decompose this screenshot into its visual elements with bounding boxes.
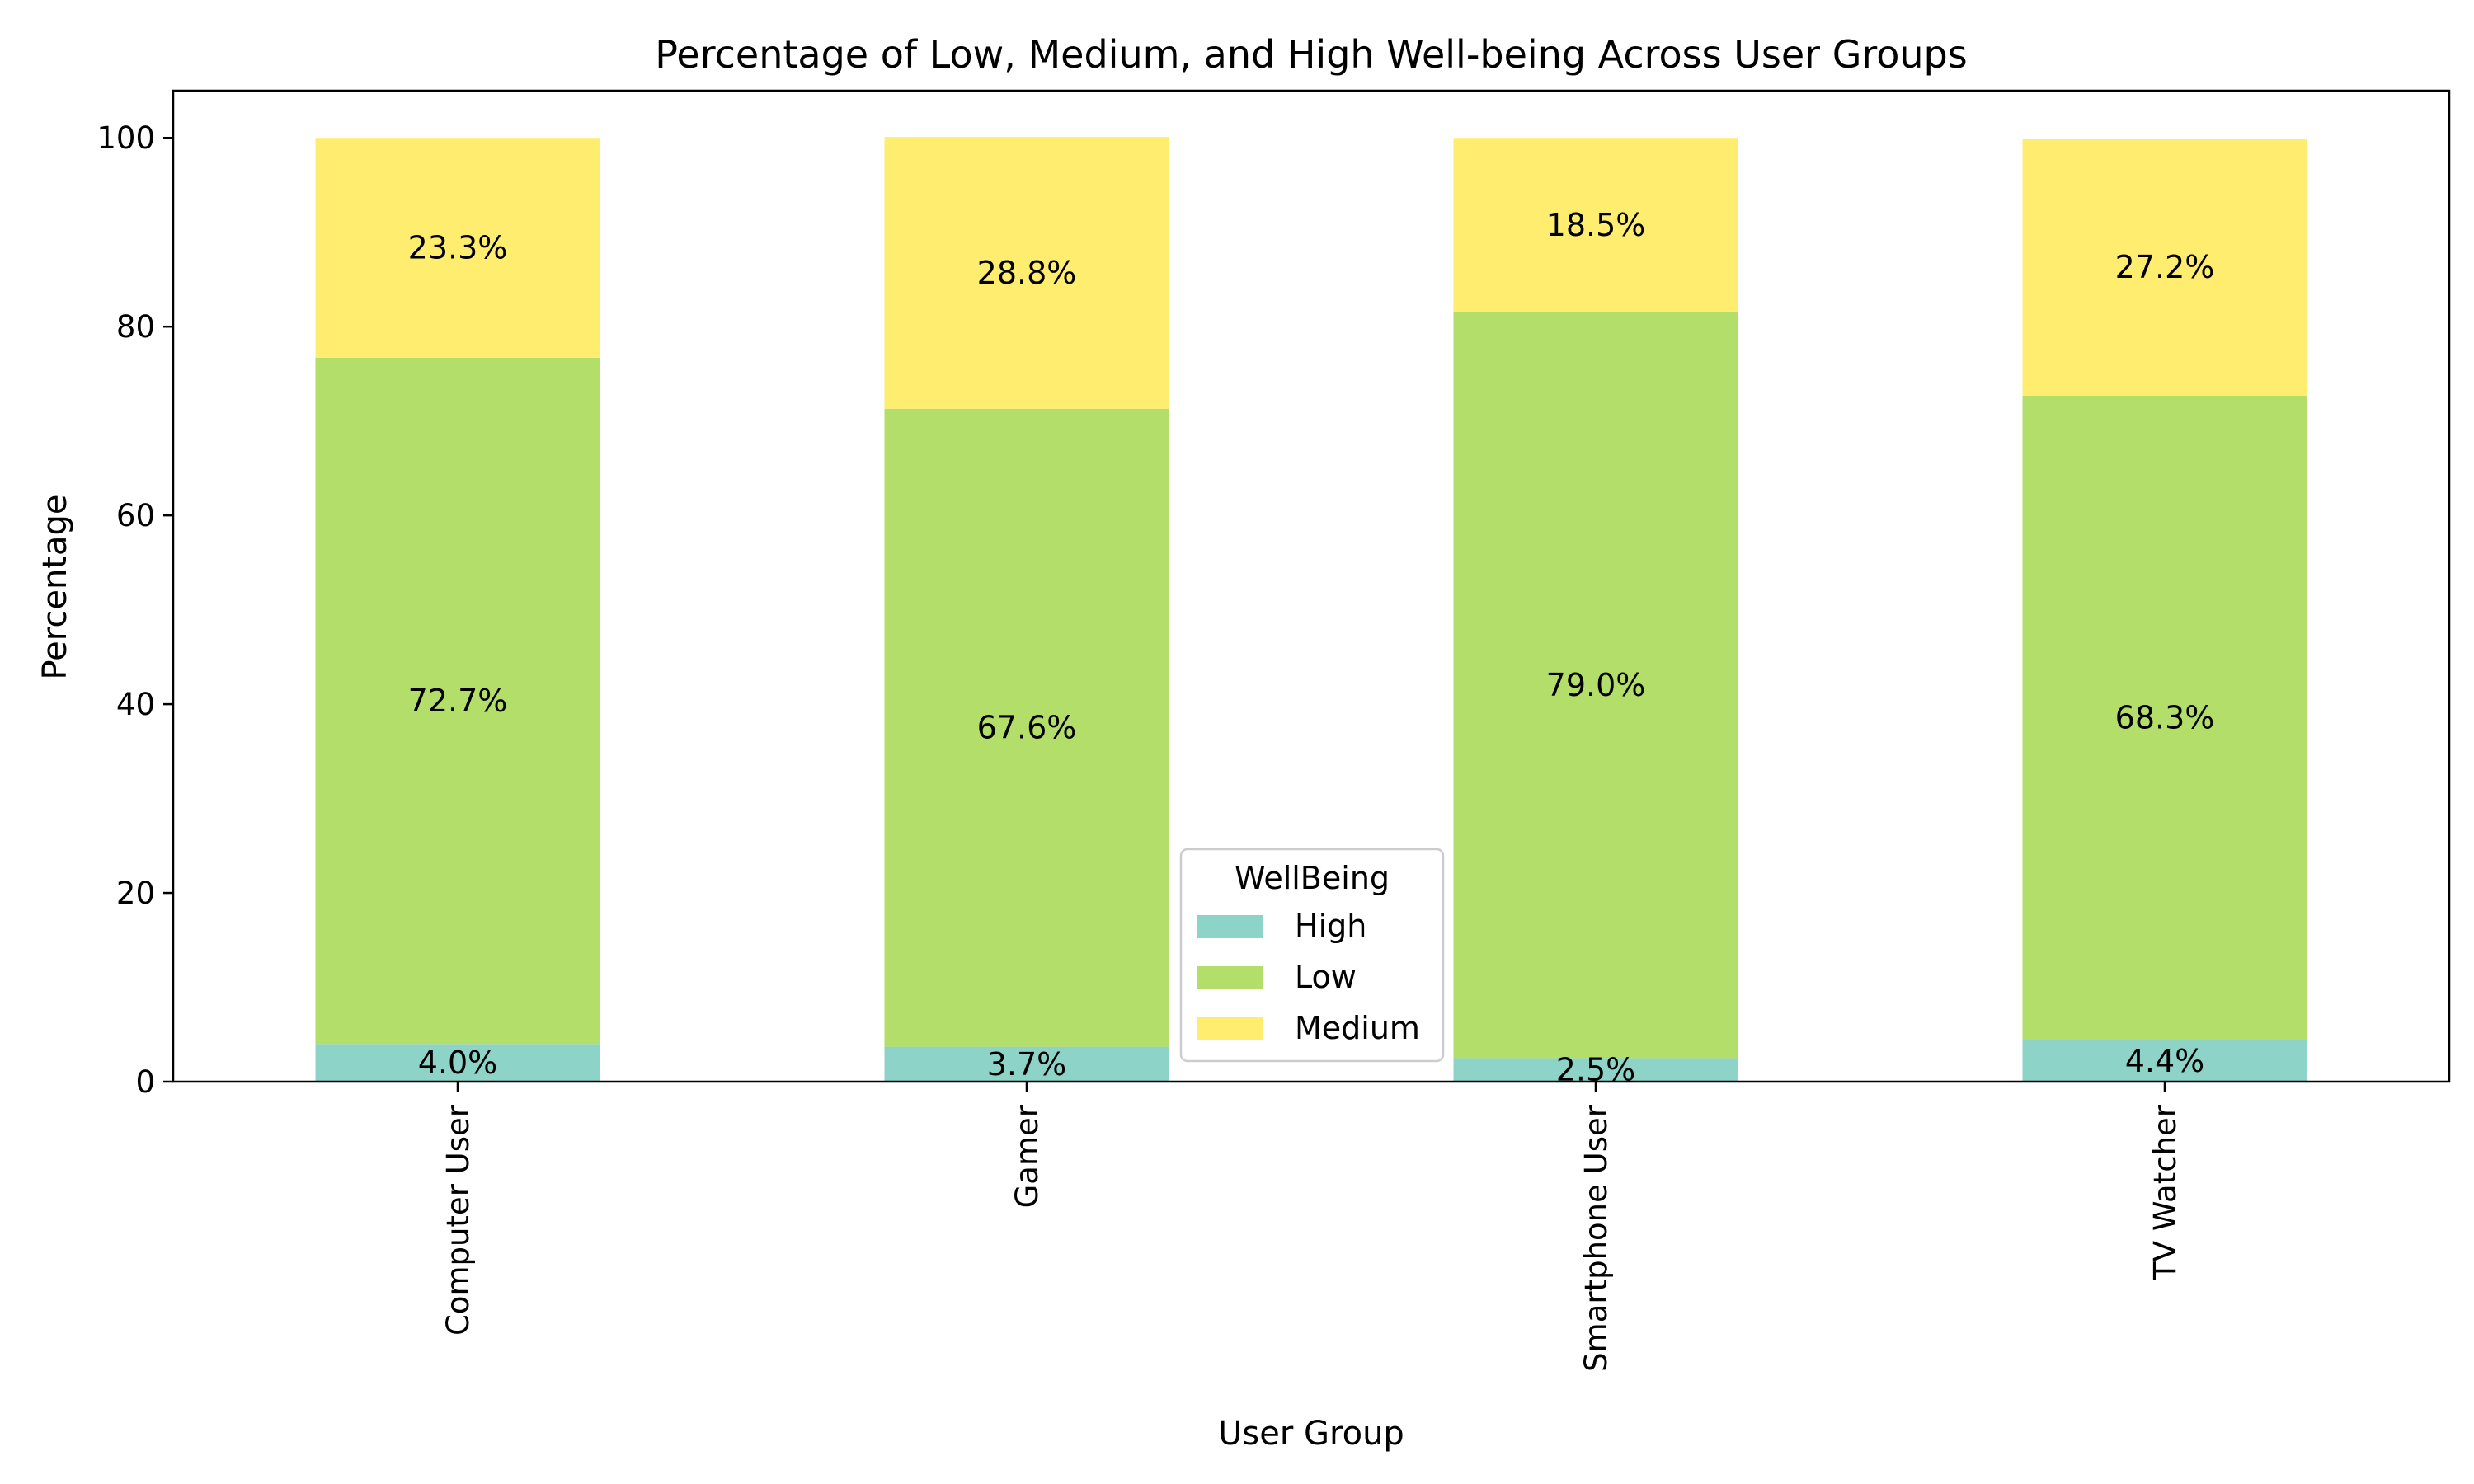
bars-group <box>315 137 2307 1082</box>
x-tick-label-computer-user: Computer User <box>440 1104 476 1336</box>
legend: WellBeing High Low Medium <box>1179 848 1445 1063</box>
legend-swatch-low <box>1197 966 1263 989</box>
y-tick-label-80: 80 <box>116 309 155 345</box>
legend-swatch-high <box>1197 915 1263 938</box>
legend-title: WellBeing <box>1235 860 1390 896</box>
bar-computer-user-high <box>315 1044 600 1082</box>
bar-gamer-high <box>884 1046 1169 1082</box>
data-label-tv-watcher-medium: 27.2% <box>2115 249 2215 285</box>
bar-tv-watcher-medium <box>2022 139 2307 396</box>
y-tick-label-0: 0 <box>135 1064 155 1100</box>
bar-labels-group: 4.0%72.7%23.3%3.7%67.6%28.8%2.5%79.0%18.… <box>408 207 2215 1088</box>
bar-gamer-medium <box>884 137 1169 409</box>
x-tick-label-gamer: Gamer <box>1009 1104 1045 1208</box>
data-label-gamer-low: 67.6% <box>977 710 1077 746</box>
data-label-computer-user-high: 4.0% <box>418 1045 498 1081</box>
x-axis-label: User Group <box>1218 1415 1404 1453</box>
legend-items: High Low Medium <box>1197 908 1420 1046</box>
data-label-smartphone-user-medium: 18.5% <box>1546 207 1646 243</box>
bar-gamer-low <box>884 408 1169 1047</box>
y-tick-label-20: 20 <box>116 876 155 911</box>
legend-box <box>1179 848 1445 1063</box>
data-label-computer-user-low: 72.7% <box>408 683 508 719</box>
legend-swatch-medium <box>1197 1017 1263 1040</box>
y-tick-label-60: 60 <box>116 498 155 533</box>
bar-computer-user-low <box>315 357 600 1045</box>
y-axis-label: Percentage <box>36 494 74 679</box>
legend-label-high: High <box>1295 908 1366 944</box>
legend-label-low: Low <box>1295 959 1357 995</box>
data-label-gamer-medium: 28.8% <box>977 255 1077 291</box>
bar-smartphone-user-medium <box>1453 138 1738 313</box>
chart-title: Percentage of Low, Medium, and High Well… <box>655 32 1967 77</box>
bar-smartphone-user-low <box>1453 312 1738 1059</box>
data-label-tv-watcher-high: 4.4% <box>2125 1043 2205 1079</box>
data-label-gamer-high: 3.7% <box>987 1046 1067 1082</box>
bar-tv-watcher-low <box>2022 395 2307 1040</box>
bar-smartphone-user-high <box>1453 1058 1738 1082</box>
x-axis: Computer User Gamer Smartphone User TV Watc… <box>440 1082 2183 1372</box>
data-label-computer-user-medium: 23.3% <box>408 230 508 266</box>
bar-tv-watcher-high <box>2022 1040 2307 1082</box>
bar-computer-user-medium <box>315 138 600 358</box>
plot-frame <box>172 89 2451 1083</box>
data-label-smartphone-user-low: 79.0% <box>1546 667 1646 703</box>
y-tick-label-100: 100 <box>96 120 155 156</box>
x-tick-label-tv-watcher: TV Watcher <box>2147 1104 2183 1281</box>
legend-label-medium: Medium <box>1295 1010 1420 1046</box>
data-label-tv-watcher-low: 68.3% <box>2115 700 2215 736</box>
x-tick-label-smartphone-user: Smartphone User <box>1578 1104 1614 1372</box>
y-axis: 0 20 40 60 80 100 <box>96 120 173 1100</box>
y-tick-label-40: 40 <box>116 687 155 722</box>
